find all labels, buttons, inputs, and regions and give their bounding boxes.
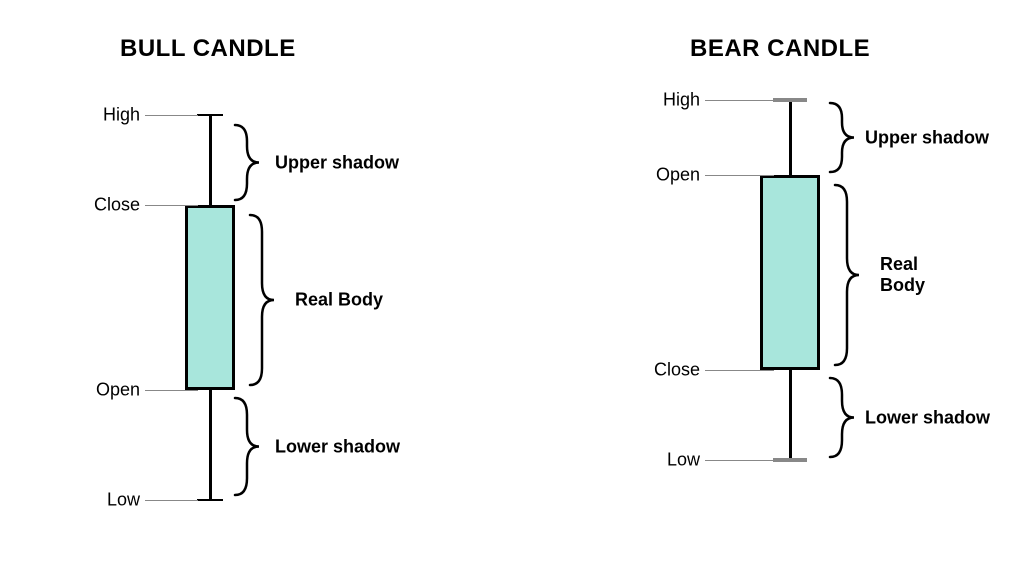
bull-price-label-close: Close [94,195,140,216]
bear-leader-open [705,175,774,176]
bull-lower_shadow-label: Lower shadow [275,436,400,457]
bear-price-label-low: Low [667,450,700,471]
bear-real_body-label: Real Body [880,254,925,296]
bull-price-label-low: Low [107,490,140,511]
bull-top-tick [197,114,223,116]
bull-upper_shadow-label: Upper shadow [275,152,399,173]
bear-upper_shadow-brace [830,103,858,172]
bull-title: BULL CANDLE [120,35,296,63]
bull-lower_shadow-brace [235,398,263,495]
bear-lower_shadow-label: Lower shadow [865,407,990,428]
bear-real_body-brace [835,185,863,365]
bull-real_body-brace [250,215,278,385]
bear-bottom-cap [773,458,807,462]
bull-bottom-tick [197,499,223,501]
bull-price-label-open: Open [96,380,140,401]
bull-upper_shadow-brace [235,125,263,200]
bear-upper_shadow-label: Upper shadow [865,127,989,148]
bull-body [185,205,235,390]
bull-leader-close [145,205,198,206]
diagram-stage: BULL CANDLE High Close Open Low Upper shadow R… [0,0,1024,580]
bull-leader-open [145,390,198,391]
bear-leader-low [705,460,774,461]
bear-body [760,175,820,370]
bear-leader-high [705,100,774,101]
bull-price-label-high: High [103,105,140,126]
bull-real_body-label: Real Body [295,290,383,311]
bull-leader-low [145,500,198,501]
bear-price-label-close: Close [654,360,700,381]
bear-price-label-high: High [663,90,700,111]
bear-title: BEAR CANDLE [690,35,870,63]
bear-leader-close [705,370,774,371]
bear-top-cap [773,98,807,102]
bear-lower_shadow-brace [830,378,858,457]
bear-price-label-open: Open [656,165,700,186]
bull-leader-high [145,115,198,116]
